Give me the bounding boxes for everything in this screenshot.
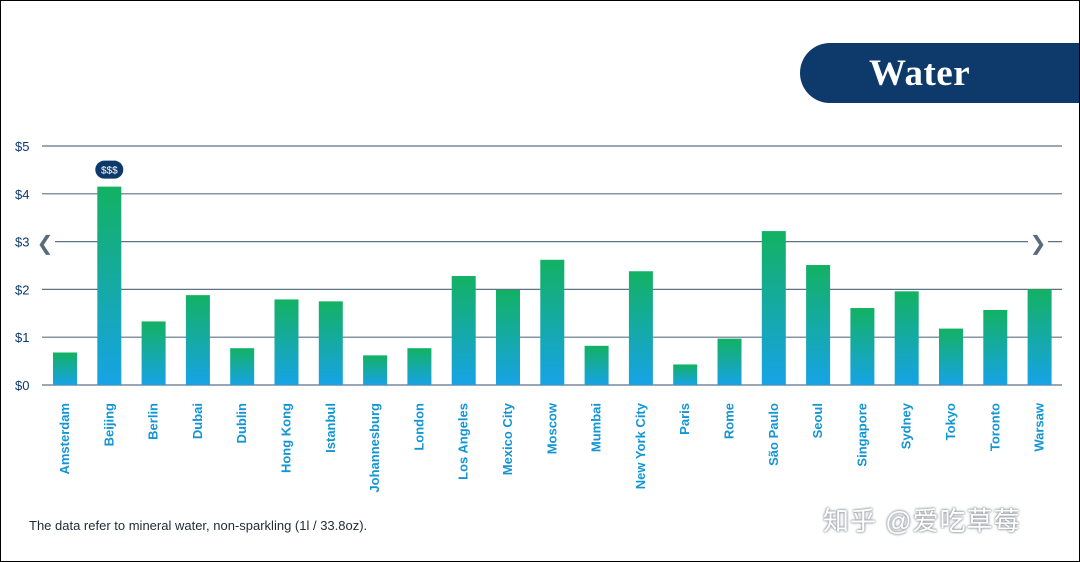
x-tick-label: Toronto: [987, 403, 1002, 451]
bar: [628, 271, 653, 385]
x-tick-label: Sydney: [899, 402, 914, 449]
x-tick-label: Beijing: [101, 403, 116, 446]
footnote: The data refer to mineral water, non-spa…: [29, 518, 368, 533]
price-badge: [95, 160, 124, 179]
x-tick-label: Hong Kong: [279, 403, 294, 473]
bar: [318, 301, 343, 385]
bar: [806, 265, 831, 385]
x-tick-label: Paris: [677, 403, 692, 435]
y-tick-label: $5: [15, 139, 29, 154]
x-tick-label: Seoul: [810, 403, 825, 438]
y-tick-label: $1: [15, 330, 29, 345]
x-tick-label: Los Angeles: [456, 403, 471, 480]
x-tick-label: Istanbul: [323, 403, 338, 453]
bar: [1027, 289, 1052, 385]
x-tick-label: São Paulo: [766, 403, 781, 466]
bar: [451, 276, 476, 385]
bar: [230, 348, 255, 385]
bar: [97, 186, 122, 385]
y-tick-label: $4: [15, 187, 29, 202]
bar: [584, 345, 609, 385]
x-tick-label: Mumbai: [589, 403, 604, 452]
price-badge-label: $$$: [101, 166, 118, 177]
x-tick-label: Tokyo: [943, 403, 958, 440]
x-tick-label: Dublin: [234, 403, 249, 443]
y-tick-label: $2: [15, 282, 29, 297]
x-tick-label: Dubai: [190, 403, 205, 439]
chevron-right-icon[interactable]: ❯: [1028, 231, 1048, 255]
bar: [496, 289, 520, 385]
x-tick-label: Moscow: [544, 402, 559, 454]
bar: [894, 291, 919, 385]
x-tick-label: Warsaw: [1032, 402, 1047, 452]
bar: [185, 295, 210, 385]
watermark: 知乎 @爱吃草莓: [823, 506, 1021, 536]
bar: [141, 321, 166, 385]
bar: [53, 352, 77, 385]
x-tick-label: Mexico City: [500, 402, 515, 475]
y-tick-label: $3: [15, 235, 29, 250]
bar: [983, 309, 1008, 385]
y-tick-label: $0: [15, 378, 29, 393]
x-tick-label: Singapore: [854, 403, 869, 467]
x-tick-label: Amsterdam: [57, 403, 72, 475]
bar: [761, 231, 786, 385]
chevron-left-icon[interactable]: ❮: [35, 231, 55, 255]
x-tick-label: New York City: [633, 402, 648, 489]
x-tick-label: Berlin: [146, 403, 161, 440]
bar: [717, 338, 742, 385]
bar: [274, 299, 299, 385]
bar: [363, 355, 388, 385]
title-banner: Water: [800, 43, 1079, 103]
x-tick-label: London: [411, 403, 426, 451]
bar: [407, 348, 432, 385]
bar: [673, 364, 698, 385]
bar: [850, 308, 875, 385]
chart-title: Water: [869, 52, 971, 94]
x-tick-label: Rome: [722, 403, 737, 439]
x-tick-label: Johannesburg: [367, 403, 382, 493]
bar: [939, 328, 963, 385]
bar: [540, 259, 565, 385]
